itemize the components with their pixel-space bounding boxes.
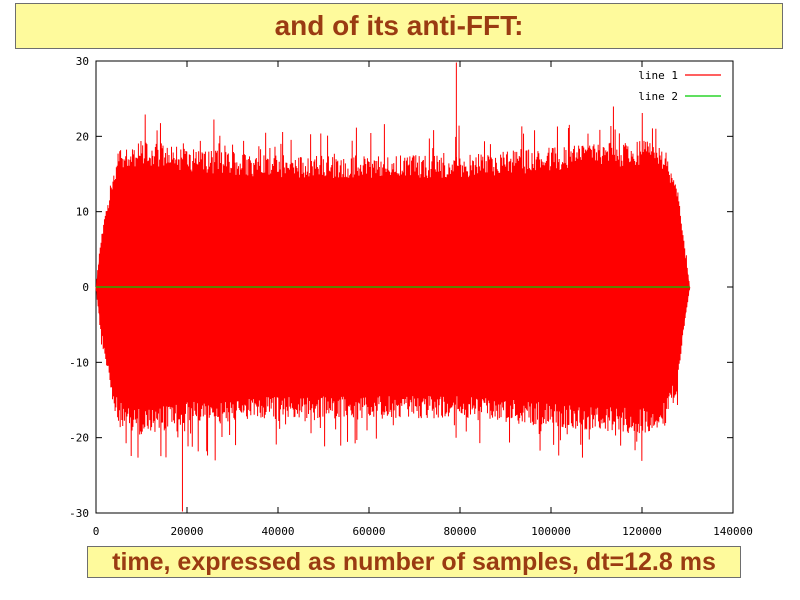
x-tick-label: 120000 (622, 525, 662, 538)
y-tick-label: 30 (76, 55, 89, 68)
y-tick-label: 10 (76, 206, 89, 219)
x-tick-label: 80000 (443, 525, 476, 538)
x-tick-label: 40000 (261, 525, 294, 538)
y-tick-label: 20 (76, 130, 89, 143)
x-tick-label: 140000 (713, 525, 753, 538)
x-axis-caption: time, expressed as number of samples, dt… (112, 548, 716, 577)
x-tick-label: 20000 (170, 525, 203, 538)
x-tick-label: 60000 (352, 525, 385, 538)
y-tick-label: -30 (69, 507, 89, 520)
y-tick-label: -10 (69, 356, 89, 369)
x-tick-label: 0 (93, 525, 100, 538)
x-axis-caption-box: time, expressed as number of samples, dt… (87, 546, 741, 578)
x-tick-label: 100000 (531, 525, 571, 538)
legend-label: line 1 (638, 69, 678, 82)
y-tick-label: 0 (82, 281, 89, 294)
y-tick-label: -20 (69, 432, 89, 445)
legend-label: line 2 (638, 90, 678, 103)
